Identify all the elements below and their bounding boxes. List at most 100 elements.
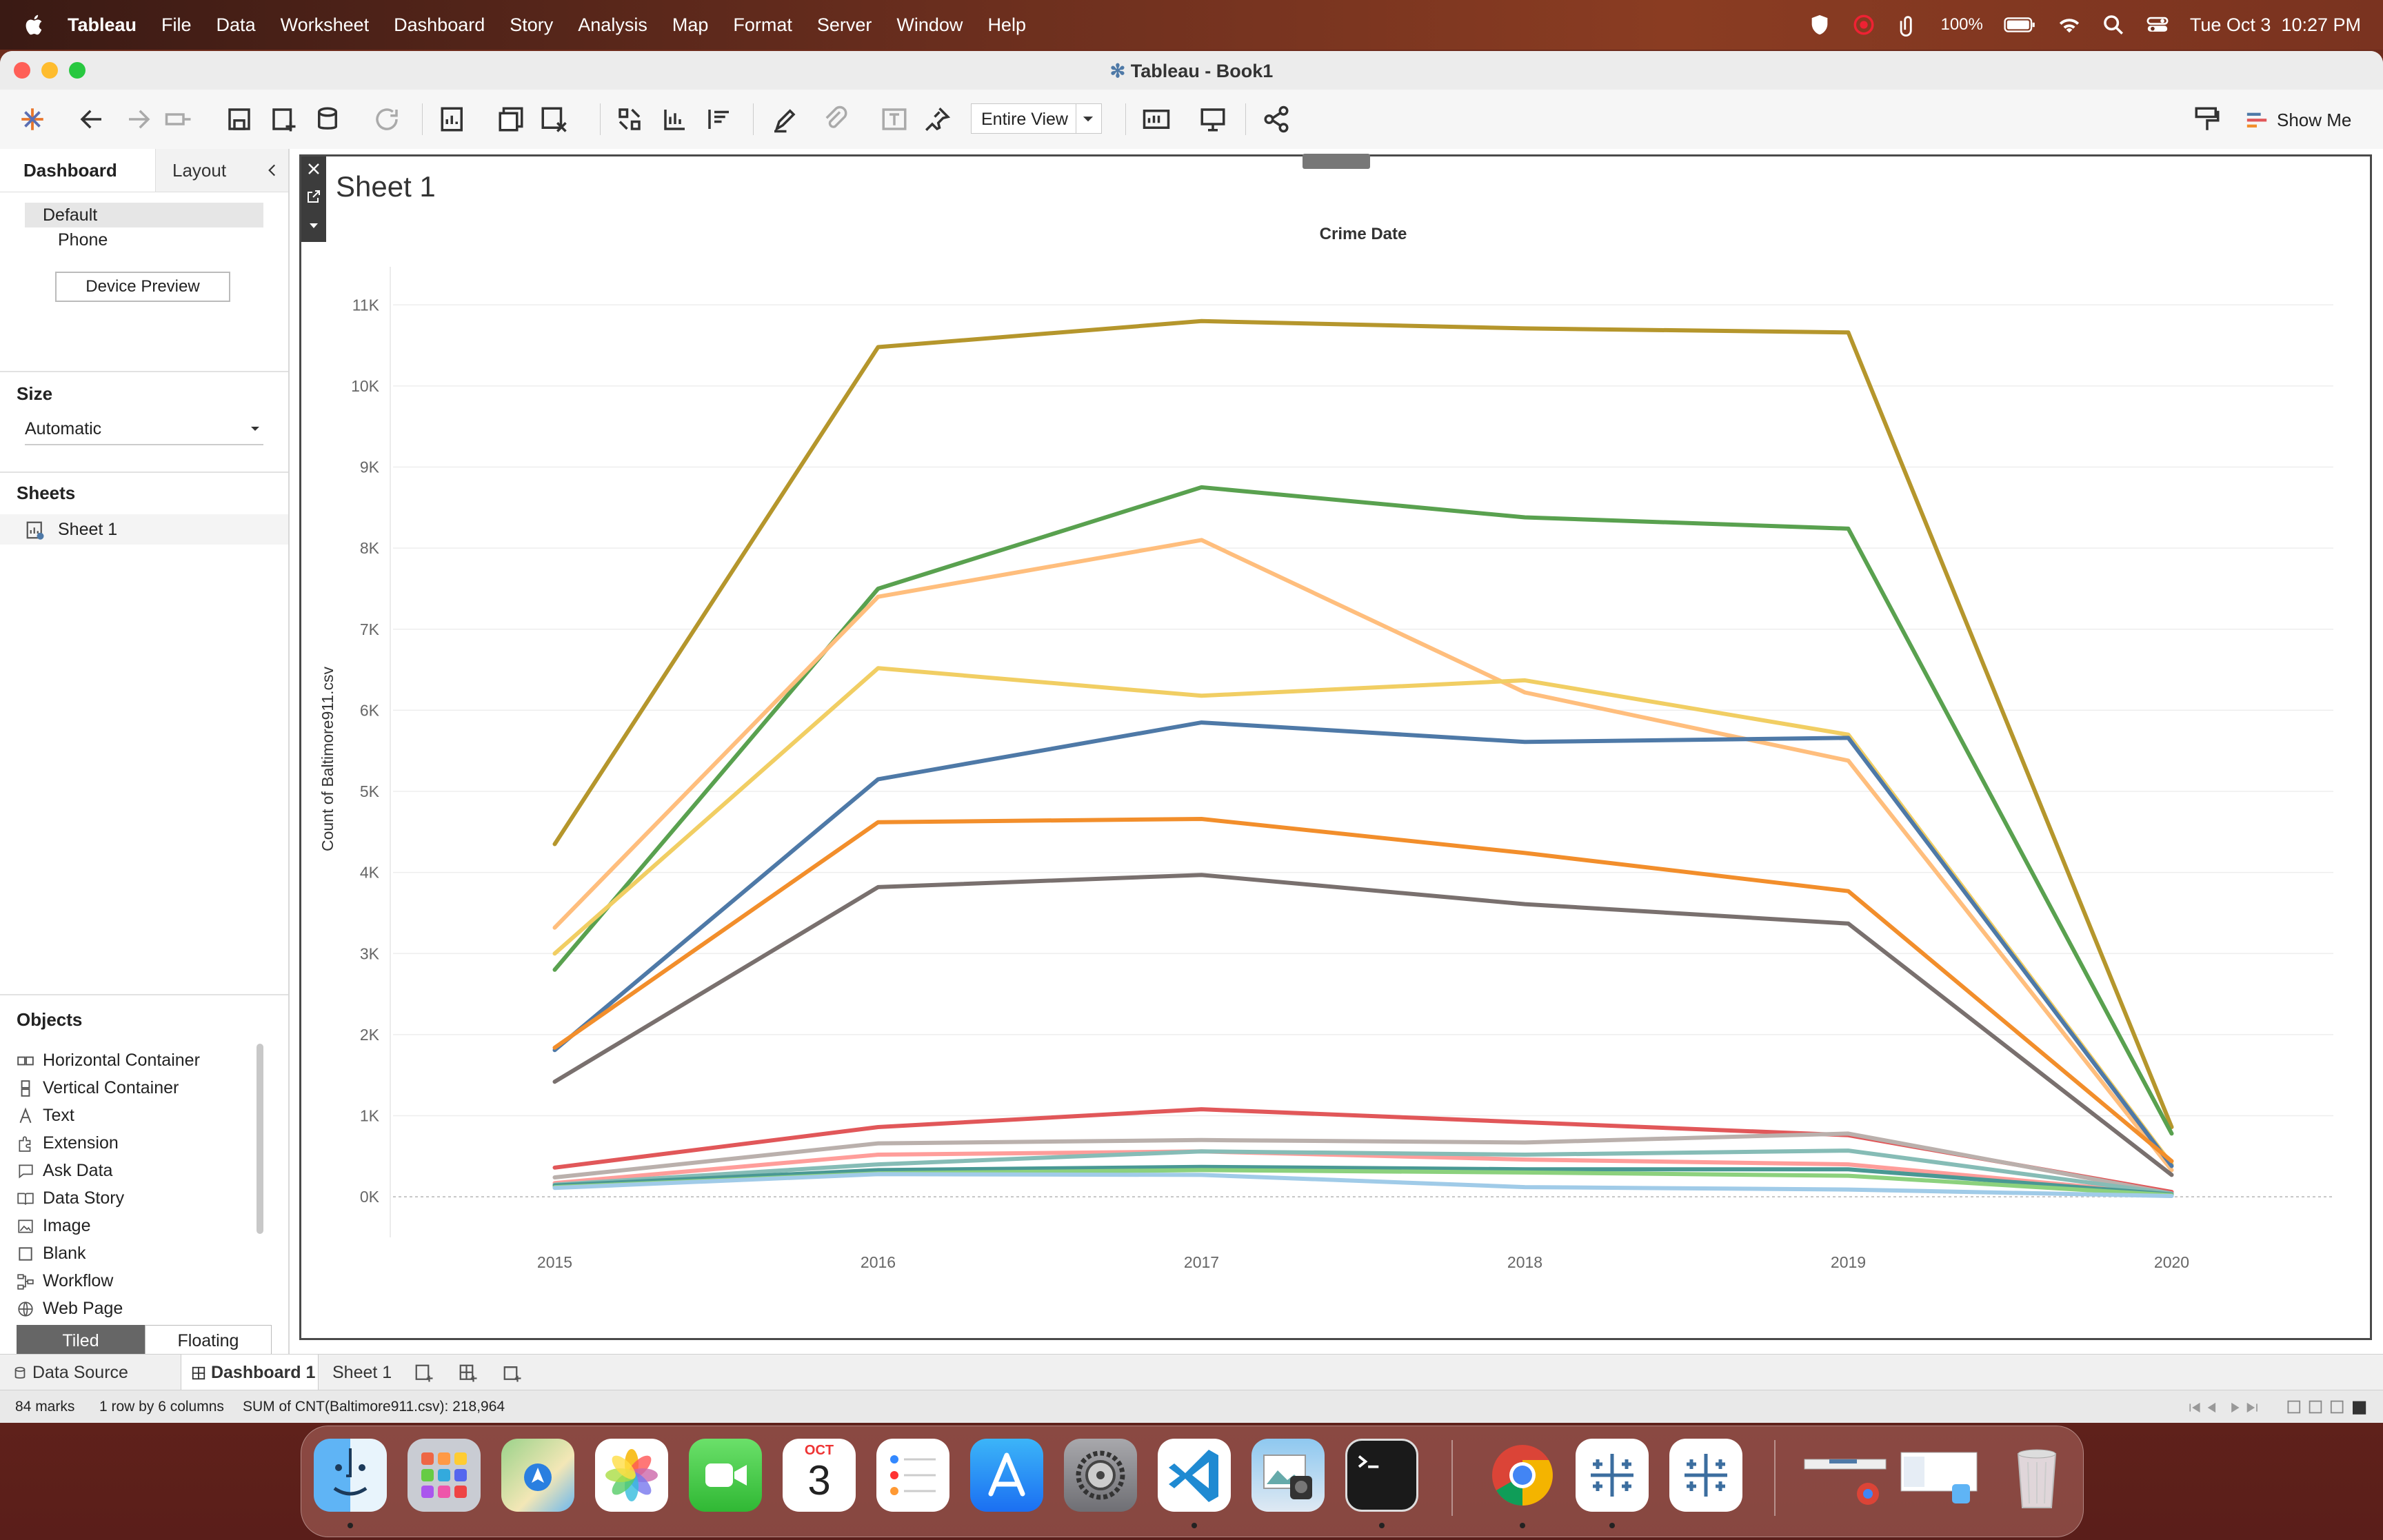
group-members-icon[interactable]: [821, 105, 849, 134]
go-to-sheet-icon[interactable]: [305, 188, 322, 205]
calendar-icon[interactable]: OCT 3: [783, 1439, 856, 1512]
new-story-tab-icon[interactable]: [502, 1363, 523, 1384]
object-data-story[interactable]: Data Story: [17, 1188, 124, 1208]
sheet-item[interactable]: Sheet 1: [0, 514, 288, 545]
object-workflow[interactable]: Workflow: [17, 1271, 113, 1291]
line-chart[interactable]: Crime Date Count of Baltimore911.csv 0K 1K 2…: [301, 156, 2370, 1338]
trash-icon[interactable]: [2000, 1439, 2073, 1512]
apple-logo-icon[interactable]: [23, 13, 47, 37]
tab-sheet-1[interactable]: Sheet 1: [332, 1363, 392, 1382]
launchpad-icon[interactable]: [408, 1439, 481, 1512]
new-worksheet-tab-icon[interactable]: [414, 1363, 434, 1384]
wifi-icon[interactable]: [2058, 13, 2081, 37]
finder-icon[interactable]: [314, 1439, 387, 1512]
preview-icon[interactable]: [1251, 1439, 1325, 1512]
record-status-icon[interactable]: [1852, 13, 1876, 37]
menu-analysis[interactable]: Analysis: [578, 14, 647, 35]
pause-updates-icon[interactable]: [313, 105, 342, 134]
menu-server[interactable]: Server: [816, 14, 872, 35]
highlight-icon[interactable]: [770, 105, 798, 134]
show-mark-labels-icon[interactable]: [880, 105, 909, 134]
control-center-icon[interactable]: [2146, 13, 2169, 37]
refresh-icon[interactable]: [372, 105, 401, 134]
tab-dashboard-1[interactable]: Dashboard 1: [181, 1355, 319, 1390]
menu-help[interactable]: Help: [987, 14, 1026, 35]
tableau-icon[interactable]: [1669, 1439, 1742, 1512]
chrome-icon[interactable]: [1486, 1439, 1559, 1512]
object-extension[interactable]: Extension: [17, 1133, 119, 1153]
presentation-mode-icon[interactable]: [1198, 105, 1227, 134]
page-navigation-icon[interactable]: [2184, 1401, 2267, 1414]
menu-data[interactable]: Data: [216, 14, 256, 35]
show-cards-icon[interactable]: [1142, 105, 1171, 134]
device-phone[interactable]: Phone: [58, 230, 108, 250]
close-window-button[interactable]: [14, 62, 30, 79]
tiled-toggle[interactable]: Tiled: [17, 1325, 145, 1357]
photos-icon[interactable]: [595, 1439, 668, 1512]
menu-dashboard[interactable]: Dashboard: [394, 14, 485, 35]
device-default[interactable]: Default: [25, 203, 263, 227]
zoom-window-button[interactable]: [69, 62, 86, 79]
menu-app-name[interactable]: Tableau: [68, 14, 137, 35]
clock[interactable]: Tue Oct 3 10:27 PM: [2189, 14, 2361, 35]
system-settings-icon[interactable]: [1064, 1439, 1137, 1512]
view-toggle-icons[interactable]: [2286, 1399, 2369, 1415]
fix-axes-pin-icon[interactable]: [923, 105, 952, 134]
menu-story[interactable]: Story: [510, 14, 554, 35]
redo-icon[interactable]: [124, 105, 153, 134]
new-dashboard-tab-icon[interactable]: [458, 1363, 479, 1384]
undo-icon[interactable]: [77, 105, 106, 134]
floating-toggle[interactable]: Floating: [145, 1325, 272, 1357]
menu-file[interactable]: File: [161, 14, 192, 35]
menu-worksheet[interactable]: Worksheet: [280, 14, 370, 35]
collapse-pane-icon[interactable]: [263, 161, 281, 179]
object-image[interactable]: Image: [17, 1216, 90, 1236]
save-icon[interactable]: [225, 105, 254, 134]
sheet-zone[interactable]: Sheet 1 Crime Date Count of Baltimore911.…: [299, 154, 2372, 1340]
minimize-window-button[interactable]: [41, 62, 58, 79]
remove-from-dashboard-icon[interactable]: [305, 161, 322, 177]
swap-rows-columns-icon[interactable]: [615, 105, 644, 134]
object-web-page[interactable]: Web Page: [17, 1299, 123, 1319]
shield-status-icon[interactable]: [1808, 13, 1831, 37]
object-text[interactable]: Text: [17, 1106, 74, 1126]
format-paint-icon[interactable]: [2193, 105, 2222, 134]
new-worksheet-icon[interactable]: [439, 105, 467, 134]
drag-handle[interactable]: [1303, 154, 1370, 169]
object-blank[interactable]: Blank: [17, 1244, 86, 1264]
share-icon[interactable]: [1262, 105, 1291, 134]
sort-ascending-icon[interactable]: [661, 105, 690, 134]
reminders-icon[interactable]: [876, 1439, 949, 1512]
tab-dashboard[interactable]: Dashboard: [0, 149, 156, 192]
app-store-icon[interactable]: [970, 1439, 1043, 1512]
size-select[interactable]: Automatic: [25, 414, 263, 445]
clear-sheet-icon[interactable]: [539, 105, 568, 134]
duplicate-sheet-icon[interactable]: [496, 105, 525, 134]
replay-icon[interactable]: [164, 105, 193, 134]
object-vertical-container[interactable]: Vertical Container: [17, 1078, 179, 1098]
fit-view-select[interactable]: Entire View: [971, 103, 1102, 134]
paperclip-icon[interactable]: [1896, 13, 1920, 37]
objects-scrollbar[interactable]: [257, 1044, 263, 1234]
vscode-icon[interactable]: [1158, 1439, 1231, 1512]
menu-window[interactable]: Window: [896, 14, 963, 35]
object-ask-data[interactable]: Ask Data: [17, 1161, 112, 1181]
tableau-logo-icon[interactable]: [18, 105, 47, 134]
new-data-source-icon[interactable]: [269, 105, 298, 134]
facetime-icon[interactable]: [689, 1439, 762, 1512]
tab-layout[interactable]: Layout: [156, 149, 288, 192]
tab-data-source[interactable]: Data Source: [12, 1355, 128, 1390]
show-me-button[interactable]: Show Me: [2245, 105, 2351, 135]
menu-format[interactable]: Format: [733, 14, 792, 35]
window-thumbnail[interactable]: [1894, 1439, 1984, 1512]
battery-icon[interactable]: [2004, 13, 2037, 37]
tableau-icon[interactable]: [1576, 1439, 1649, 1512]
maps-icon[interactable]: [501, 1439, 574, 1512]
menu-map[interactable]: Map: [672, 14, 709, 35]
search-icon[interactable]: [2102, 13, 2125, 37]
sort-descending-icon[interactable]: [705, 105, 734, 134]
object-horizontal-container[interactable]: Horizontal Container: [17, 1051, 200, 1071]
device-preview-button[interactable]: Device Preview: [55, 272, 230, 302]
window-thumbnail[interactable]: [1802, 1439, 1891, 1512]
terminal-icon[interactable]: [1345, 1439, 1418, 1512]
